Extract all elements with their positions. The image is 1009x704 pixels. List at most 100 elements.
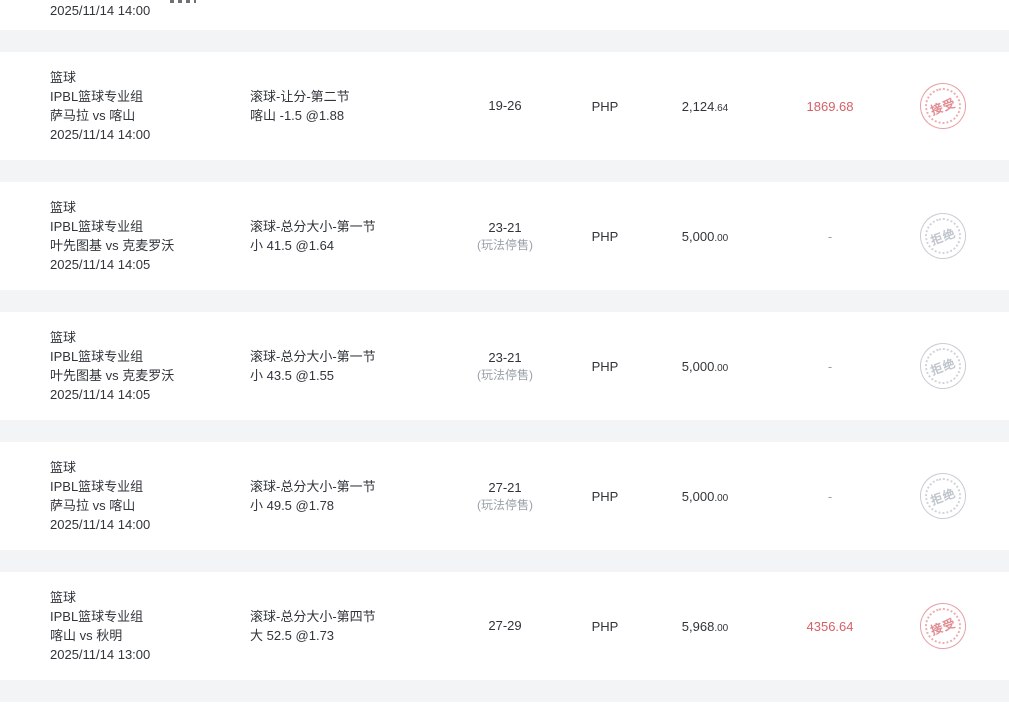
sport-label: 篮球 [50, 330, 77, 345]
row-gap [0, 680, 1009, 702]
stamp-cell: 拒绝 [890, 208, 1009, 264]
win-loss-amount: - [827, 358, 833, 374]
score-value: 23-21 [488, 219, 522, 235]
stamp-cell: 接受 [890, 598, 1009, 654]
row-gap [0, 290, 1009, 312]
event-info: 篮球 IPBL篮球专业组 萨马拉 vs 喀山 2025/11/14 14:00 [50, 68, 250, 144]
row-gap [0, 160, 1009, 182]
currency-label: PHP [591, 358, 619, 374]
accepted-stamp: 接受 [914, 78, 971, 134]
stamp-text: 拒绝 [928, 225, 958, 248]
market-status: (玩法停售) [477, 497, 533, 512]
event-time: 2025/11/14 14:00 [50, 517, 151, 532]
win-loss-amount: 1869.68 [806, 98, 854, 114]
event-info: 篮球 IPBL篮球专业组 萨马拉 vs 喀山 2025/11/14 14:00 [50, 458, 250, 534]
bet-row: 篮球 IPBL篮球专业组 萨马拉 vs 喀山 2025/11/14 14:00 … [0, 442, 1009, 550]
bet-amount: 5,000.00 [640, 359, 770, 374]
event-time: 2025/11/14 14:00 [50, 127, 151, 142]
bet-amount-decimals: .00 [714, 622, 729, 634]
bet-amount-decimals: .64 [714, 102, 729, 114]
score-cell: 23-21 (玩法停售) [440, 349, 570, 384]
stamp-text: 拒绝 [928, 485, 958, 508]
selection-label: 小 49.5 @1.78 [250, 498, 335, 513]
selection-label: 喀山 -1.5 @1.88 [250, 108, 345, 123]
market-label: 滚球-总分大小-第一节 [250, 219, 376, 234]
event-info: 篮球 IPBL篮球专业组 叶先图基 vs 克麦罗沃 2025/11/14 14:… [50, 198, 250, 274]
bet-rows: 篮球 IPBL篮球专业组 萨马拉 vs 喀山 2025/11/14 14:00 … [0, 52, 1009, 702]
score-cell: 23-21 (玩法停售) [440, 219, 570, 254]
sport-label: 篮球 [50, 70, 77, 85]
stamp-cell: 接受 [890, 78, 1009, 134]
rejected-stamp: 拒绝 [914, 208, 971, 264]
bet-amount-main: 2,124 [681, 98, 715, 114]
win-loss-amount: - [827, 228, 833, 244]
sport-label: 篮球 [50, 590, 77, 605]
stamp-text: 接受 [928, 615, 958, 638]
score-value: 27-21 [488, 479, 522, 495]
teams-label: 萨马拉 vs 喀山 [50, 108, 136, 123]
event-time: 2025/11/14 13:00 [50, 647, 151, 662]
market-label: 滚球-让分-第二节 [250, 89, 350, 104]
sport-label: 篮球 [50, 200, 77, 215]
teams-label: 喀山 vs 秋明 [50, 628, 123, 643]
bet-amount: 2,124.64 [640, 99, 770, 114]
bet-info: 滚球-总分大小-第四节 大 52.5 @1.73 [250, 607, 440, 645]
bet-info: 滚球-总分大小-第一节 小 43.5 @1.55 [250, 347, 440, 385]
bet-amount-decimals: .00 [714, 492, 729, 504]
stamp-cell: 拒绝 [890, 468, 1009, 524]
teams-label: 萨马拉 vs 喀山 [50, 498, 136, 513]
market-label: 滚球-总分大小-第一节 [250, 479, 376, 494]
stamp-cell: 拒绝 [890, 338, 1009, 394]
market-label: 滚球-总分大小-第一节 [250, 349, 376, 364]
clipped-bet-row: 2025/11/14 14:00 [0, 0, 1009, 30]
event-time: 2025/11/14 14:00 [50, 3, 151, 18]
bet-amount-main: 5,000 [681, 488, 715, 504]
bet-amount-decimals: .00 [714, 362, 729, 374]
league-label: IPBL篮球专业组 [50, 89, 144, 104]
next-row-edge [0, 702, 1009, 704]
bet-amount: 5,968.00 [640, 619, 770, 634]
score-value: 27-29 [488, 618, 522, 633]
bet-amount-decimals: .00 [714, 232, 729, 244]
league-label: IPBL篮球专业组 [50, 349, 144, 364]
league-label: IPBL篮球专业组 [50, 219, 144, 234]
score-value: 23-21 [488, 349, 522, 365]
stamp-text: 拒绝 [928, 355, 958, 378]
score-cell: 27-21 (玩法停售) [440, 479, 570, 514]
league-label: IPBL篮球专业组 [50, 479, 144, 494]
sport-label: 篮球 [50, 460, 77, 475]
bet-info: 滚球-总分大小-第一节 小 49.5 @1.78 [250, 477, 440, 515]
event-time: 2025/11/14 14:05 [50, 257, 151, 272]
row-gap [0, 30, 1009, 52]
currency-label: PHP [591, 228, 619, 244]
event-info: 篮球 IPBL篮球专业组 喀山 vs 秋明 2025/11/14 13:00 [50, 588, 250, 664]
league-label: IPBL篮球专业组 [50, 609, 144, 624]
teams-label: 叶先图基 vs 克麦罗沃 [50, 238, 175, 253]
score-cell: 27-29 [440, 617, 570, 635]
bet-info: 滚球-让分-第二节 喀山 -1.5 @1.88 [250, 87, 440, 125]
currency-label: PHP [591, 98, 619, 114]
selection-label: 小 43.5 @1.55 [250, 368, 335, 383]
rejected-stamp: 拒绝 [914, 338, 971, 394]
bet-amount-main: 5,968 [681, 618, 715, 634]
bet-amount-main: 5,000 [681, 228, 715, 244]
currency-label: PHP [591, 488, 619, 504]
currency-label: PHP [591, 618, 619, 634]
score-value: 19-26 [488, 98, 522, 113]
bet-amount: 5,000.00 [640, 489, 770, 504]
market-status: (玩法停售) [477, 367, 533, 382]
selection-label: 大 52.5 @1.73 [250, 628, 335, 643]
win-loss-amount: - [827, 488, 833, 504]
event-time: 2025/11/14 14:05 [50, 387, 151, 402]
bet-amount: 5,000.00 [640, 229, 770, 244]
row-gap [0, 550, 1009, 572]
market-label: 滚球-总分大小-第四节 [250, 609, 376, 624]
selection-label: 小 41.5 @1.64 [250, 238, 335, 253]
win-loss-amount: 4356.64 [806, 618, 854, 634]
bet-row: 篮球 IPBL篮球专业组 喀山 vs 秋明 2025/11/14 13:00 滚… [0, 572, 1009, 680]
event-info: 篮球 IPBL篮球专业组 叶先图基 vs 克麦罗沃 2025/11/14 14:… [50, 328, 250, 404]
bet-info: 滚球-总分大小-第一节 小 41.5 @1.64 [250, 217, 440, 255]
bet-row: 篮球 IPBL篮球专业组 叶先图基 vs 克麦罗沃 2025/11/14 14:… [0, 182, 1009, 290]
accepted-stamp: 接受 [914, 598, 971, 654]
bet-amount-main: 5,000 [681, 358, 715, 374]
